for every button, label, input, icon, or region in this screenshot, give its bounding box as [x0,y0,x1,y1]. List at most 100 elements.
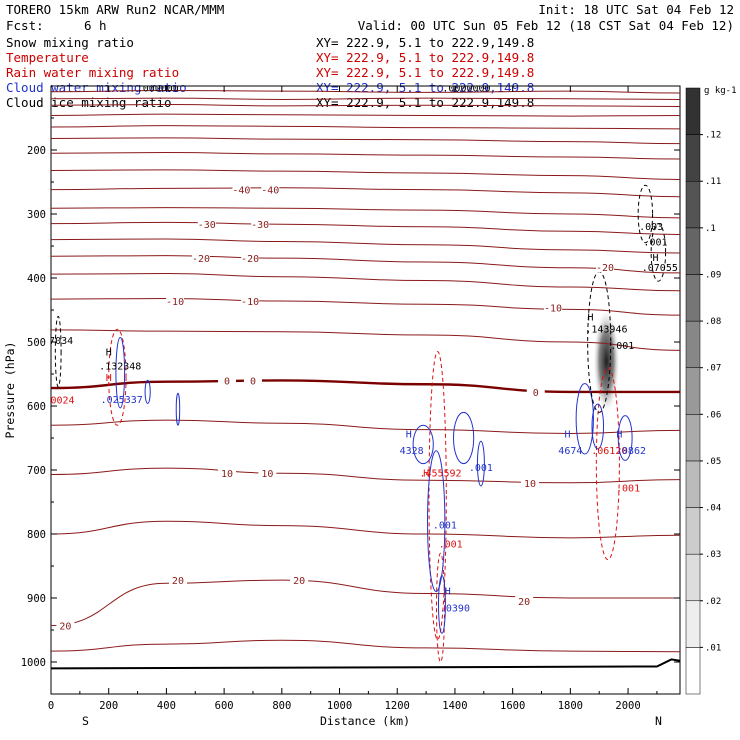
isotherm-label: -40 [261,186,279,197]
isotherm-label-bg [218,467,237,479]
y-tick-label: 700 [27,465,46,477]
y-tick-label: 900 [27,593,46,605]
north-label: N [655,714,662,728]
isotherm-label: 20 [293,576,305,587]
colorbar-units: g kg-1 [704,86,737,96]
field-label: H [423,469,429,480]
field-label: .003 [639,222,663,233]
x-tick-label: 1600 [500,700,525,712]
field-label: H [106,373,112,384]
isotherm-label: -10 [166,297,184,308]
axes-layer: 0 200 400 600 800 1000 1200 1400 1600 1800 2000200… [21,86,680,712]
field-label: .0862 [616,446,646,457]
colorbar-tick-label: .09 [705,270,721,280]
y-tick-label: 200 [27,145,46,157]
field-label: .000000 [137,83,179,94]
colorbar-box [685,367,701,415]
colorbar-tick-label: .05 [705,457,721,467]
cloud-water-contour-10 [617,415,633,461]
isotherm-m55 [51,137,680,145]
isotherm-m45 [51,169,680,180]
cloud-water-contour-8 [575,383,594,455]
isotherm-label-bg [241,252,260,264]
y-tick-label: 500 [27,337,46,349]
cloud-water-contour-3 [427,450,446,593]
isotherm-m70 [51,104,680,107]
snow-contour-0 [54,315,62,388]
y-tick-label: 800 [27,529,46,541]
colorbar-tick-label: .04 [705,504,721,514]
field-label: H [616,430,622,441]
isotherm-m20 [51,255,680,274]
colorbar-tick-label: .06 [705,410,721,420]
isotherm-m10 [51,297,680,316]
isotherm-label-bg [197,218,216,230]
colorbar-tick-label: .01 [705,643,721,653]
field-label: H [445,586,451,597]
cloud-water-contour-2 [175,392,181,426]
legend-rain-label: Rain water mixing ratio [6,65,179,80]
isotherm-label: 0 [250,376,256,387]
isotherm-label-bg [261,183,280,195]
colorbar-box [685,600,701,648]
forecast-hours: 6 h [84,18,107,33]
y-tick-label: 300 [27,209,46,221]
isotherm-label: 0 [224,376,230,387]
colorbar: .01 .02 .03 .04 .05 .06 .07 .08 .09 .1 .11 .12 [685,87,721,695]
forecast-label: Fcst: [6,18,44,33]
rain-contour-0 [108,328,127,426]
isotherm-label-bg [595,261,614,273]
colorbar-box [685,87,701,135]
header: TORERO 15km ARW Run2 NCAR/MMM Init: 18 U… [6,2,734,33]
field-label: H [564,430,570,441]
isotherm-m35 [51,207,680,219]
x-tick-label: 0 [48,700,54,712]
field-label: H [652,253,658,264]
isotherm-label: 10 [524,479,536,490]
isotherm-label: 10 [221,469,233,480]
field-label: 7034 [49,336,73,347]
isotherm-label: -20 [192,254,210,265]
cloud-water-contour-0 [115,337,126,409]
x-tick-label: 200 [99,700,118,712]
field-label: 0024 [50,396,74,407]
field-label: H [106,348,112,359]
rain-contour-3 [595,367,620,561]
isotherm-label: 20 [59,622,71,633]
isotherm-label-bg [192,252,211,264]
legend-snow-xy: XY= 222.9, 5.1 to 222.9,149.8 [316,35,534,50]
isotherm-15 [51,520,680,539]
isotherm-label: -10 [544,303,562,314]
colorbar-tick-label: .11 [705,177,721,187]
isotherm-label-bg [218,374,237,386]
isotherm-label: 20 [518,597,530,608]
isotherm-10 [51,467,680,484]
field-label: .001 [616,483,640,494]
cloud-water-contour-7 [437,575,446,634]
isotherm-label-bg [232,183,251,195]
field-label: .0000000 [442,83,490,94]
isotherm-m15 [51,273,680,292]
isotherm-label: -30 [198,220,216,231]
legend-snow-label: Snow mixing ratio [6,35,134,50]
field-label: .132348 [99,362,141,373]
isotherm-m60 [51,125,680,130]
rain-contour-2 [435,552,446,663]
isotherm-m80 [51,89,680,94]
valid-time: Valid: 00 UTC Sun 05 Feb 12 (18 CST Sat … [358,18,734,33]
snow-contour-2 [650,223,667,282]
legend-temperature-xy: XY= 222.9, 5.1 to 222.9,149.8 [316,50,534,65]
x-tick-label: 1200 [385,700,410,712]
isotherm-label-bg [166,295,185,307]
legend-rain-xy: XY= 222.9, 5.1 to 222.9,149.8 [316,65,534,80]
cloud-water-contour-1 [144,379,151,404]
plot-frame [50,85,681,695]
x-tick-label: 2000 [615,700,640,712]
cloud-water-contour-6 [476,440,485,487]
colorbar-box [685,180,701,229]
colorbar-tick-label: .08 [705,317,721,327]
cloud-water-contour-4 [412,424,434,465]
terrain-surface [51,658,680,670]
x-tick-label: 600 [215,700,234,712]
